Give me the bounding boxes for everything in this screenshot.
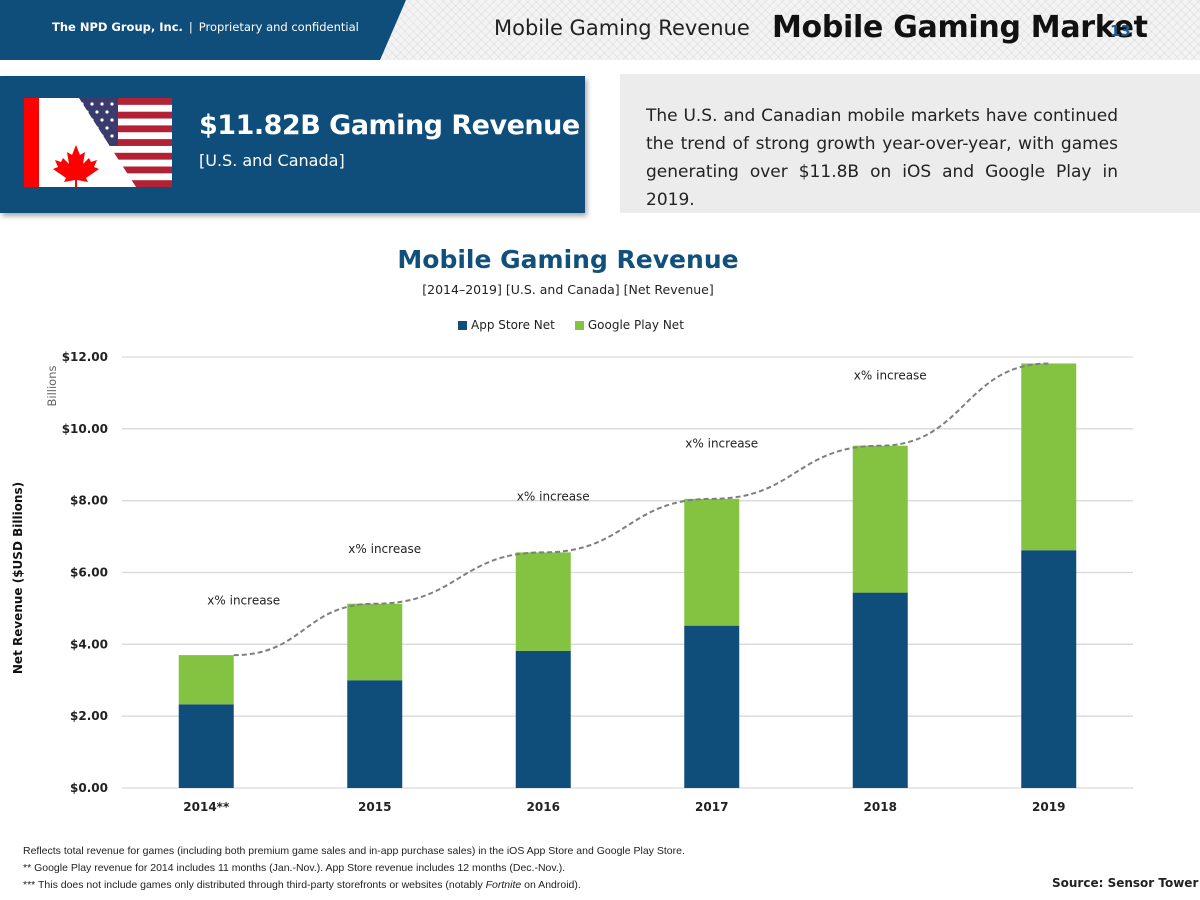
trend-line: [233, 362, 1049, 657]
company-line: The NPD Group, Inc. | Proprietary and conf…: [52, 20, 359, 34]
x-tick-label: 2016: [527, 800, 560, 814]
legend-item-google-play: Google Play Net: [574, 318, 684, 332]
x-tick-label: 2015: [358, 800, 391, 814]
chart-title: Mobile Gaming Revenue: [397, 245, 739, 274]
page-title: Mobile Gaming Market: [772, 10, 1148, 45]
bar-app-store: [347, 680, 403, 788]
bar-google-play: [684, 498, 740, 626]
source-label: Source: Sensor Tower: [1052, 876, 1199, 890]
bar-google-play: [515, 552, 571, 651]
header-band-shape: [0, 0, 406, 60]
x-tick-label: 2019: [1032, 800, 1065, 814]
company-separator: |: [188, 20, 193, 34]
footnote-3-italic: Fortnite: [485, 879, 522, 891]
bar-google-play: [178, 655, 234, 705]
revenue-headline: $11.82B Gaming Revenue: [199, 110, 580, 141]
y-tick-label: $2.00: [70, 709, 108, 723]
revenue-summary-card: $11.82B Gaming Revenue [U.S. and Canada]: [0, 76, 585, 213]
revenue-chart: $0.00 $2.00 $4.00 $6.00 $8.00 $10.00 $12.00 201…: [11, 350, 1133, 814]
legend-label-google-play: Google Play Net: [587, 318, 684, 332]
company-name: The NPD Group, Inc.: [52, 20, 183, 34]
bar-app-store: [1021, 550, 1077, 788]
legend-swatch-app-store: [458, 320, 467, 330]
growth-annotation: x% increase: [517, 490, 590, 504]
y-tick-label: $12.00: [62, 350, 108, 364]
footnotes: Reflects total revenue for games (includ…: [23, 843, 685, 894]
growth-annotation: x% increase: [854, 369, 927, 383]
x-tick-label: 2017: [695, 800, 728, 814]
footnote-3-suffix: on Android).: [521, 879, 581, 891]
y-tick-label: $4.00: [70, 637, 108, 651]
bar-app-store: [515, 650, 571, 788]
confidential-label: Proprietary and confidential: [198, 20, 359, 34]
legend-label-app-store: App Store Net: [471, 318, 555, 332]
footnote-3-prefix: *** This does not include games only dis…: [23, 879, 486, 891]
us-canada-flag-icon: [24, 98, 172, 187]
bar-app-store: [684, 625, 740, 788]
legend-swatch-google-play: [574, 320, 584, 330]
y-axis-title: Net Revenue ($USD Billions): [11, 482, 25, 674]
growth-annotation: x% increase: [348, 542, 421, 556]
bar-app-store: [178, 704, 234, 788]
y-tick-label: $0.00: [70, 781, 108, 795]
header-band: [0, 0, 406, 60]
header-bar: The NPD Group, Inc. | Proprietary and conf…: [0, 0, 1200, 60]
page-number: 13: [1110, 22, 1131, 40]
market-summary-box: The U.S. and Canadian mobile markets hav…: [620, 74, 1200, 213]
bar-google-play: [1021, 363, 1077, 551]
y-units-label: Billions: [45, 366, 59, 407]
section-title: Mobile Gaming Revenue: [494, 16, 750, 40]
chart-legend: App Store Net Google Play Net: [458, 318, 684, 332]
x-tick-label: 2014**: [183, 800, 230, 814]
y-tick-label: $8.00: [70, 494, 108, 508]
bar-app-store: [852, 592, 908, 788]
market-summary-text: The U.S. and Canadian mobile markets hav…: [646, 106, 1118, 210]
y-tick-label: $6.00: [70, 566, 108, 580]
y-tick-label: $10.00: [62, 422, 108, 436]
footnote-2: ** Google Play revenue for 2014 includes…: [23, 862, 566, 874]
growth-annotation: x% increase: [207, 593, 280, 607]
x-tick-label: 2018: [864, 800, 897, 814]
bar-google-play: [347, 603, 403, 681]
bar-google-play: [852, 445, 908, 593]
growth-annotation: x% increase: [685, 436, 758, 450]
legend-item-app-store: App Store Net: [458, 318, 555, 332]
region-label: [U.S. and Canada]: [199, 151, 345, 170]
footnote-1: Reflects total revenue for games (includ…: [23, 845, 685, 857]
chart-subtitle: [2014–2019] [U.S. and Canada] [Net Reven…: [422, 282, 714, 297]
footnote-3: *** This does not include games only dis…: [23, 877, 685, 894]
